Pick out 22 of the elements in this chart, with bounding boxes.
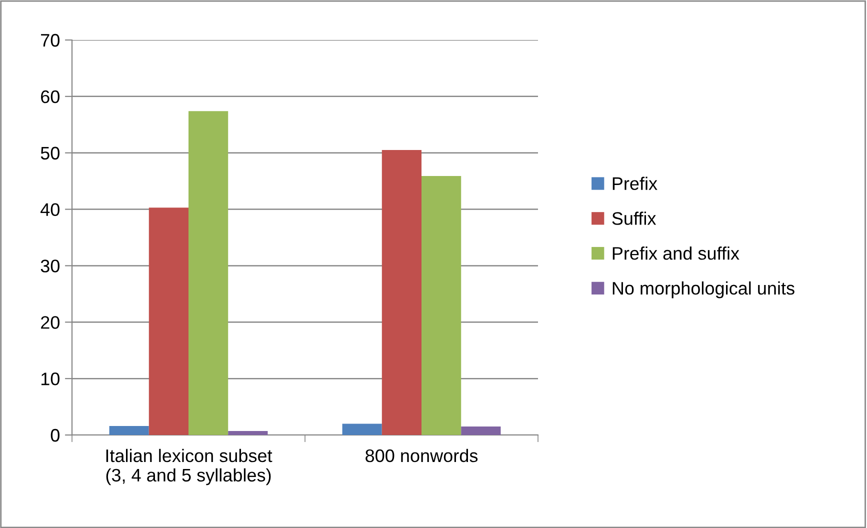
y-tick-label: 20 xyxy=(41,316,60,329)
bar xyxy=(422,176,462,435)
y-tick-label: 30 xyxy=(40,260,60,272)
y-tick-label: 50 xyxy=(40,146,60,160)
bar xyxy=(228,431,268,435)
bar xyxy=(188,111,228,435)
x-tick-label: 800 nonwords xyxy=(366,448,478,462)
legend-label: Suffix xyxy=(612,212,656,225)
bar xyxy=(109,426,149,435)
bar xyxy=(382,150,422,435)
y-tick-label: 40 xyxy=(40,203,60,216)
y-tick-label: 0 xyxy=(50,428,60,442)
legend-label: Prefix and suffix xyxy=(612,246,740,260)
legend-label: No morphological units xyxy=(612,281,794,298)
bar xyxy=(148,208,188,435)
bar xyxy=(461,426,501,435)
legend-label: Prefix xyxy=(612,176,658,190)
y-tick-label: 60 xyxy=(41,90,60,104)
bar xyxy=(342,424,382,435)
y-tick-label: 10 xyxy=(41,372,60,386)
x-tick-label: Italian lexicon subset (3, 4 and 5 syllables) xyxy=(106,448,272,486)
y-tick-label: 70 xyxy=(41,34,60,47)
